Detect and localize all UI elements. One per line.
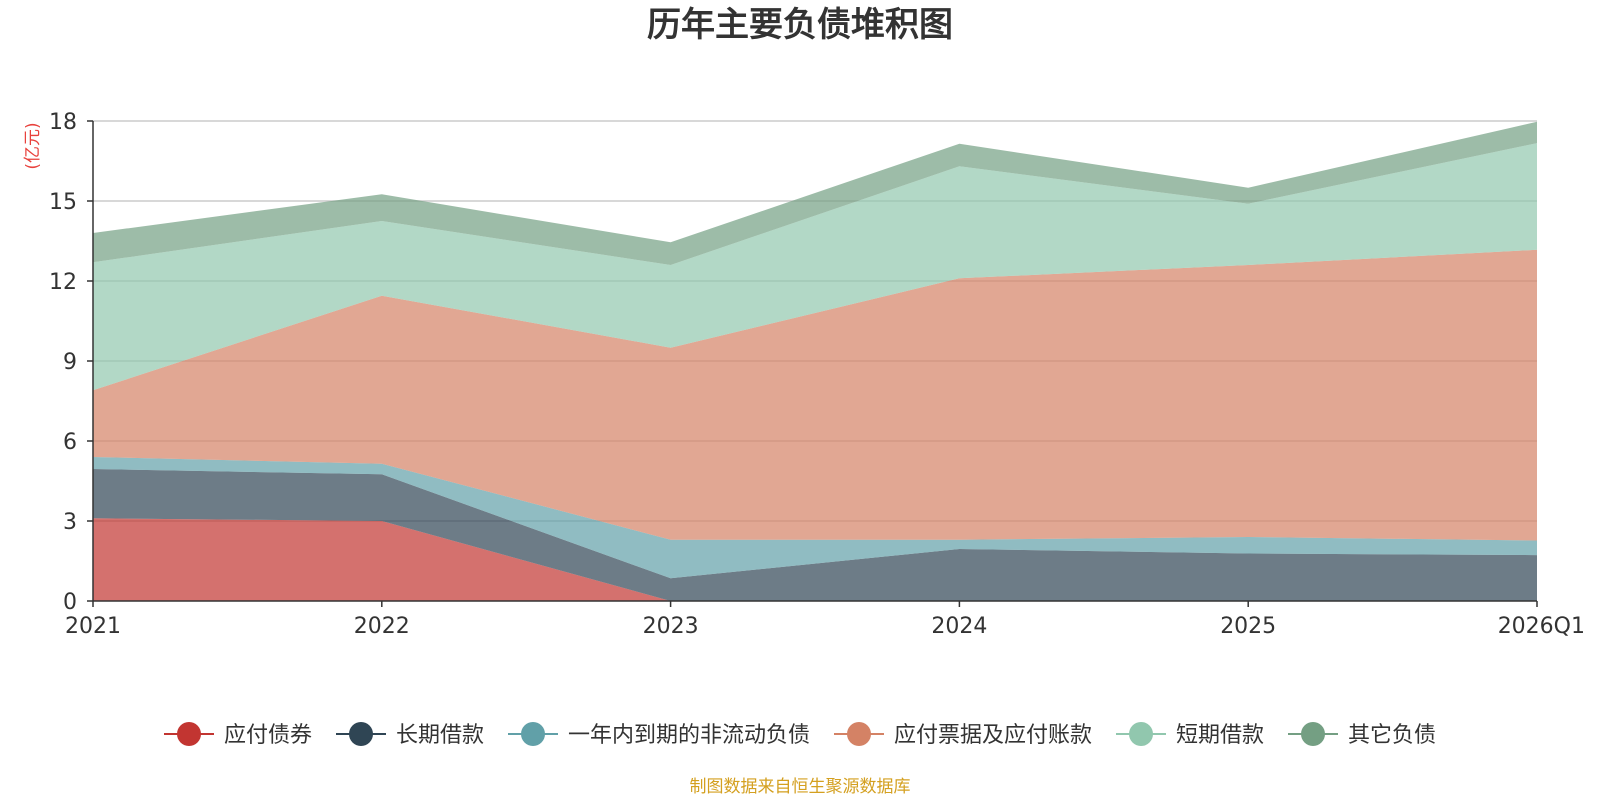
legend-item-5[interactable]: 其它负债 bbox=[1288, 722, 1436, 748]
y-tick-label: 3 bbox=[63, 510, 77, 535]
legend-circle-marker bbox=[349, 722, 373, 746]
legend-circle-marker bbox=[1129, 722, 1153, 746]
x-tick-label: 2024 bbox=[931, 614, 987, 639]
area-series-4 bbox=[93, 143, 1537, 391]
legend-item-2[interactable]: 一年内到期的非流动负债 bbox=[508, 722, 810, 748]
legend-label: 应付债券 bbox=[224, 723, 312, 748]
legend-item-0[interactable]: 应付债券 bbox=[164, 722, 312, 748]
source-note: 制图数据来自恒生聚源数据库 bbox=[690, 777, 911, 797]
area-series-5 bbox=[93, 121, 1537, 265]
legend-circle-marker bbox=[847, 722, 871, 746]
legend-label: 短期借款 bbox=[1176, 723, 1264, 748]
legend-item-1[interactable]: 长期借款 bbox=[336, 722, 484, 748]
x-tick-label: 2026Q1 bbox=[1498, 614, 1585, 639]
y-tick-label: 0 bbox=[63, 590, 77, 615]
legend: 应付债券 长期借款 一年内到期的非流动负债 应付票据及应付账款 短期借款 其它负债 bbox=[164, 722, 1436, 748]
y-tick-label: 9 bbox=[63, 350, 77, 375]
area-series-2 bbox=[93, 457, 1537, 579]
legend-item-4[interactable]: 短期借款 bbox=[1116, 722, 1264, 748]
legend-label: 一年内到期的非流动负债 bbox=[568, 723, 810, 748]
axes: 0 3 6 9 12 15 18 2021 2022 2023 2024 2025 2026Q1 bbox=[49, 110, 1585, 639]
x-tick-label: 2021 bbox=[65, 614, 121, 639]
legend-item-3[interactable]: 应付票据及应付账款 bbox=[834, 722, 1092, 748]
y-tick-label: 6 bbox=[63, 430, 77, 455]
area-series-0 bbox=[93, 518, 1537, 601]
area-series-3 bbox=[93, 249, 1537, 541]
y-tick-label: 18 bbox=[49, 110, 77, 135]
y-tick-label: 15 bbox=[49, 190, 77, 215]
legend-circle-marker bbox=[177, 722, 201, 746]
legend-circle-marker bbox=[1301, 722, 1325, 746]
chart-title: 历年主要负债堆积图 bbox=[647, 5, 953, 45]
area-series bbox=[93, 121, 1537, 601]
y-tick-label: 12 bbox=[49, 270, 77, 295]
legend-circle-marker bbox=[521, 722, 545, 746]
x-tick-label: 2023 bbox=[643, 614, 699, 639]
y-axis-unit-label: (亿元) bbox=[23, 122, 43, 169]
x-tick-label: 2022 bbox=[354, 614, 410, 639]
legend-label: 长期借款 bbox=[396, 723, 484, 748]
legend-label: 应付票据及应付账款 bbox=[894, 723, 1092, 748]
x-tick-label: 2025 bbox=[1220, 614, 1276, 639]
legend-label: 其它负债 bbox=[1348, 723, 1436, 748]
area-series-1 bbox=[93, 469, 1537, 601]
